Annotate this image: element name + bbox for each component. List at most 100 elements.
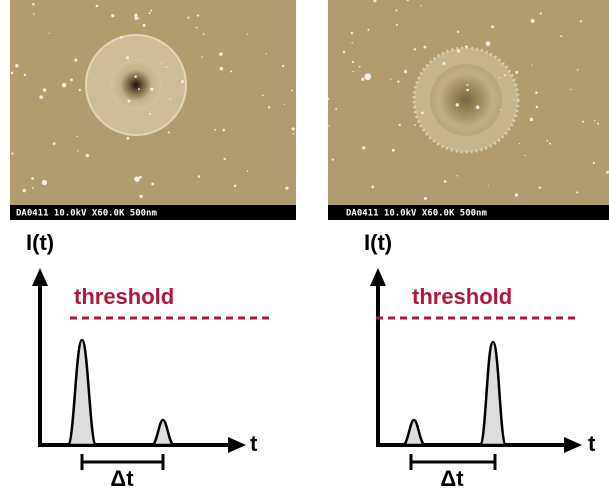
speck [535, 91, 538, 94]
speck [246, 33, 249, 35]
speck [111, 14, 115, 18]
interval-label: Δt [440, 466, 464, 491]
speck [576, 69, 579, 71]
image-caption: DA0411 10.0kV X60.0K 500nm [346, 209, 487, 219]
speck [395, 9, 398, 12]
speck [539, 12, 542, 15]
speck [364, 73, 372, 81]
speck [222, 128, 226, 132]
speck [443, 180, 447, 183]
speck [139, 194, 143, 198]
speck [358, 65, 361, 68]
speck [335, 108, 338, 110]
speck [351, 41, 353, 44]
speck [456, 30, 460, 33]
speck [442, 61, 446, 65]
speck [32, 3, 35, 6]
speck [169, 98, 172, 100]
speck [291, 89, 293, 92]
y-axis-label: I(t) [364, 230, 392, 255]
y-axis-label: I(t) [26, 230, 54, 255]
speck [413, 48, 417, 51]
speck [531, 64, 533, 66]
speck [165, 66, 168, 68]
speck [127, 99, 131, 103]
speck [201, 56, 203, 58]
speck [487, 184, 489, 187]
speck [268, 106, 271, 109]
speck [78, 88, 81, 92]
speck [518, 142, 521, 145]
x-axis-label: t [250, 431, 258, 456]
speck [214, 128, 216, 131]
speck [219, 66, 224, 71]
speck [592, 161, 595, 165]
speck [196, 14, 200, 17]
speck [246, 170, 249, 172]
speck [535, 105, 539, 109]
speck [134, 13, 138, 18]
speck [74, 58, 78, 62]
speck [475, 105, 480, 109]
speck [31, 187, 34, 189]
speck [331, 158, 334, 161]
speck [404, 70, 408, 74]
plot-left: I(t) threshold t Δt [26, 230, 272, 491]
speck [579, 20, 583, 23]
speck [126, 136, 130, 140]
speck [351, 60, 354, 64]
speck [223, 157, 226, 161]
speck [549, 142, 551, 145]
speck [134, 16, 138, 20]
speck [398, 123, 401, 127]
sem-image-right: DA0411 10.0kV X60.0K 500nm [326, 0, 609, 220]
speck [149, 112, 152, 115]
speck [546, 139, 549, 142]
speck [76, 135, 79, 138]
speck [406, 0, 409, 2]
speck [125, 56, 130, 60]
plot-right: I(t) threshold t Δt [364, 230, 596, 491]
x-axis-label: t [588, 431, 596, 456]
speck [367, 28, 370, 31]
speck [291, 127, 295, 131]
speck [119, 35, 123, 39]
speck [285, 186, 289, 190]
speck [499, 109, 502, 111]
speck [456, 175, 459, 177]
speck [151, 182, 155, 186]
speck [10, 71, 14, 75]
speck [326, 97, 330, 101]
speck [373, 0, 377, 3]
speck [230, 70, 233, 73]
speck [350, 31, 354, 35]
speck [32, 13, 35, 15]
speck [233, 184, 237, 187]
speck [150, 87, 154, 91]
speck [414, 124, 416, 126]
speck [514, 193, 519, 197]
speck [148, 11, 151, 15]
speck [283, 103, 286, 106]
speck [395, 23, 398, 26]
speck [530, 18, 535, 23]
speck [581, 120, 585, 123]
speck [52, 142, 56, 145]
speck [23, 73, 26, 77]
speck [134, 176, 140, 182]
speck [455, 103, 459, 107]
speck [139, 175, 142, 179]
sem-image-left: DA0411 10.0kV X60.0K 500nm [10, 0, 296, 220]
speck [39, 95, 44, 99]
speck [423, 196, 428, 200]
threshold-label: threshold [74, 284, 174, 309]
speck [362, 146, 366, 150]
speck [167, 131, 170, 134]
speck [202, 33, 205, 36]
speck [466, 84, 469, 87]
speck [85, 154, 89, 158]
speck [423, 45, 427, 49]
speck [391, 148, 395, 152]
speck [371, 185, 375, 189]
